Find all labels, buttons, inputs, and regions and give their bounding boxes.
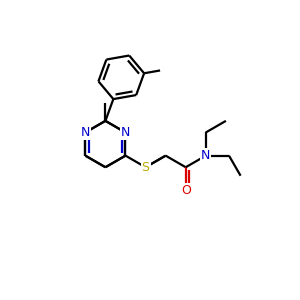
Text: N: N xyxy=(121,126,130,139)
Text: N: N xyxy=(201,149,211,162)
Text: S: S xyxy=(142,161,150,174)
Text: O: O xyxy=(181,184,191,197)
Text: N: N xyxy=(81,126,90,139)
